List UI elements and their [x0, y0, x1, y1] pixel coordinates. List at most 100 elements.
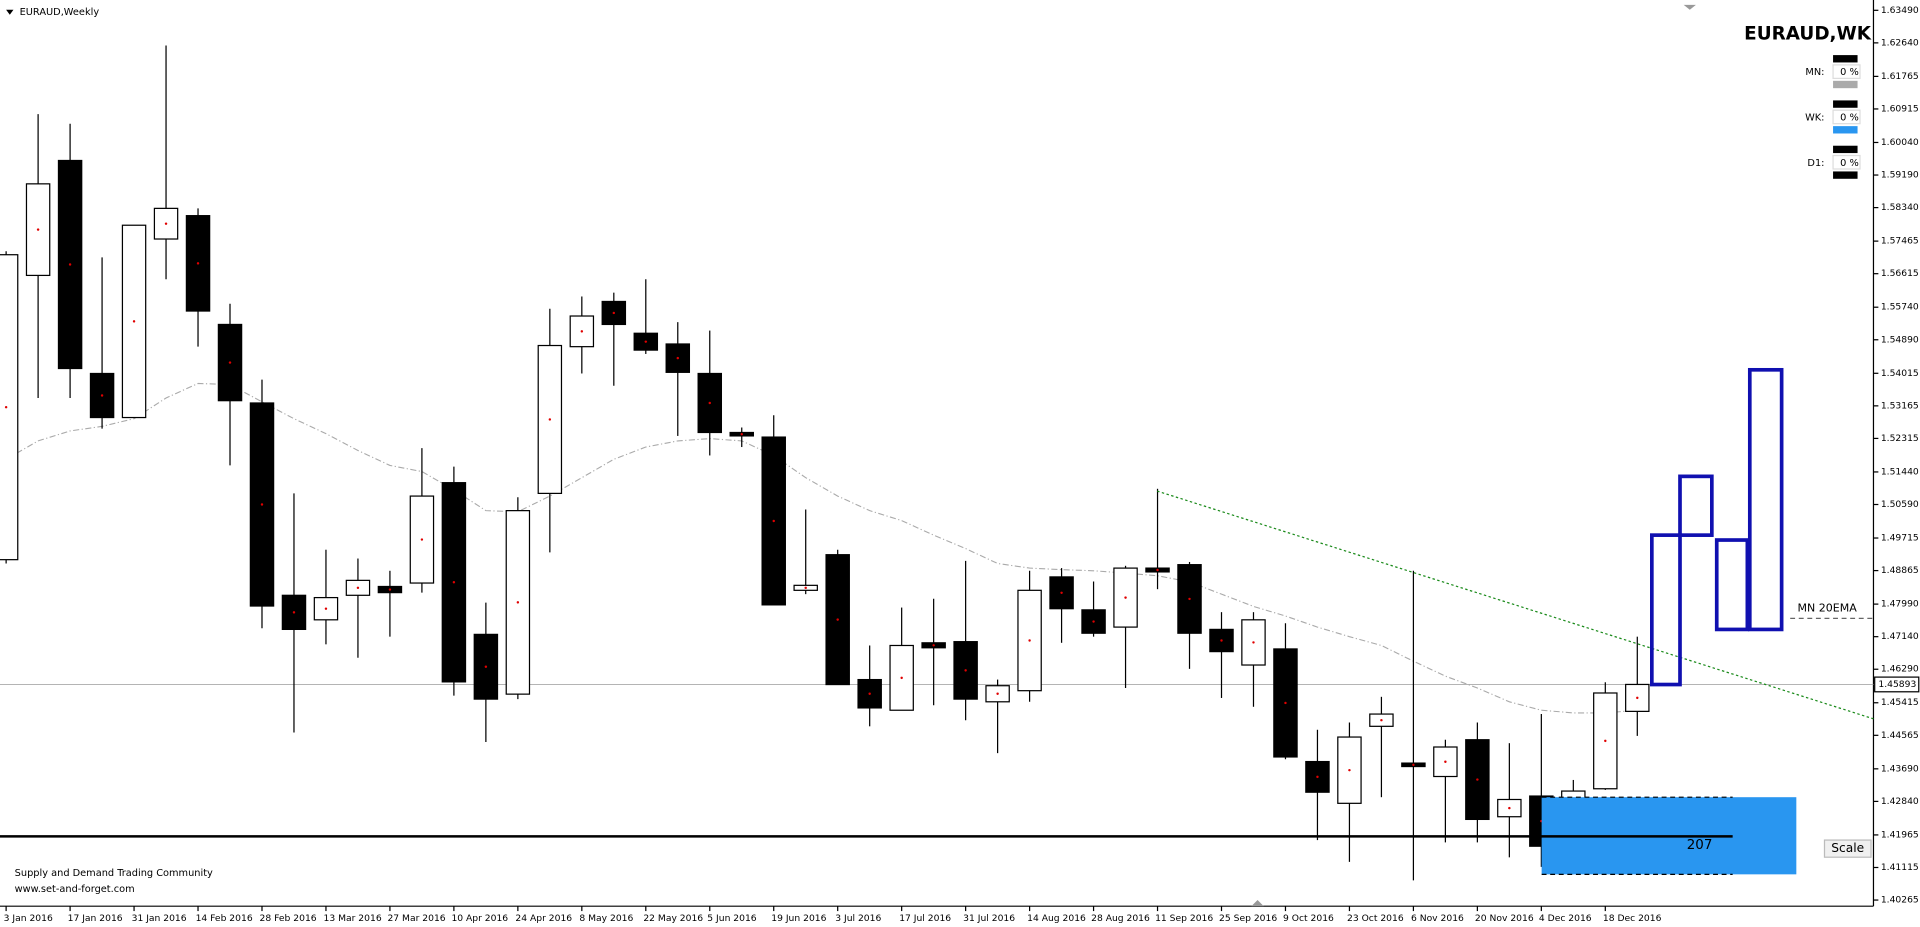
- candle: [665, 322, 691, 436]
- candle-mid: [356, 586, 360, 590]
- candle: [889, 607, 914, 711]
- candle-mid: [1220, 639, 1223, 642]
- x-tick-label: 28 Aug 2016: [1091, 913, 1150, 924]
- panel-bar: [1833, 80, 1858, 89]
- y-tick-label: 1.61765: [1881, 71, 1919, 82]
- x-tick-label: 11 Sep 2016: [1155, 913, 1213, 924]
- candle-mid: [676, 356, 680, 360]
- candle-mid: [292, 611, 296, 614]
- x-tick-label: 31 Jan 2016: [132, 913, 187, 924]
- candle-mid: [1636, 696, 1639, 700]
- candle-mid: [100, 394, 104, 397]
- candle-mid: [1028, 639, 1031, 642]
- x-tick-label: 23 Oct 2016: [1347, 913, 1404, 924]
- candle: [153, 45, 179, 280]
- y-tick-label: 1.48865: [1881, 565, 1919, 576]
- candle-mid: [580, 330, 584, 333]
- panel-label: MN:: [1805, 67, 1824, 78]
- candle: [1273, 623, 1298, 760]
- candle-mid: [420, 538, 424, 541]
- panel-bar: [1833, 55, 1858, 63]
- y-tick-label: 1.44565: [1881, 730, 1919, 741]
- candle-mid: [260, 503, 264, 506]
- candle: [249, 379, 275, 629]
- x-tick-label: 6 Nov 2016: [1411, 913, 1464, 924]
- watermark: www.set-and-forget.com: [15, 884, 135, 895]
- x-tick-label: 5 Jun 2016: [707, 913, 757, 924]
- candle-mid: [996, 692, 999, 695]
- panel-bar: [1833, 100, 1858, 108]
- scale-button-frame[interactable]: [1823, 839, 1872, 858]
- candle: [1433, 739, 1458, 843]
- candle: [1369, 696, 1394, 798]
- panel-cell: [1832, 154, 1861, 170]
- x-tick-label: 10 Apr 2016: [451, 913, 508, 924]
- candle: [1049, 568, 1074, 643]
- candle: [313, 549, 339, 645]
- y-tick-label: 1.59190: [1881, 170, 1919, 181]
- x-tick-label: 18 Dec 2016: [1603, 913, 1662, 924]
- y-tick-label: 1.45415: [1881, 697, 1919, 708]
- candle: [601, 292, 627, 386]
- candle: [409, 448, 435, 593]
- y-tick-label: 1.56615: [1881, 268, 1919, 279]
- x-tick-label: 17 Jul 2016: [899, 913, 951, 924]
- candle-mid: [1412, 763, 1415, 767]
- candle: [25, 114, 51, 399]
- candle-mid: [36, 228, 40, 231]
- panel-value: 0 %: [1840, 158, 1859, 169]
- candle: [1209, 612, 1234, 698]
- candle-mid: [804, 586, 807, 590]
- candle-body: [0, 254, 19, 561]
- panel-value: 0 %: [1840, 113, 1859, 124]
- scale-button-label[interactable]: Scale: [1831, 841, 1864, 855]
- x-tick-label: 31 Jul 2016: [963, 913, 1015, 924]
- candle: [985, 679, 1010, 754]
- y-tick-label: 1.55740: [1881, 302, 1919, 313]
- candle: [1497, 743, 1522, 858]
- y-tick-label: 1.54890: [1881, 334, 1919, 345]
- candle-mid: [868, 692, 871, 695]
- projection-box: [1747, 367, 1784, 632]
- y-tick-label: 1.51440: [1881, 466, 1919, 477]
- candle: [1017, 570, 1042, 702]
- x-tick-label: 14 Feb 2016: [196, 913, 253, 924]
- current-price-box: [1874, 676, 1920, 693]
- candle: [633, 279, 659, 354]
- candle: [1081, 581, 1106, 637]
- candle-mid: [196, 262, 200, 265]
- y-tick-label: 1.52315: [1881, 433, 1919, 444]
- panel-label: WK:: [1805, 113, 1824, 124]
- y-tick-label: 1.60040: [1881, 137, 1919, 148]
- candle-mid: [1348, 768, 1351, 772]
- y-tick-label: 1.60915: [1881, 103, 1919, 114]
- panel-bar: [1833, 126, 1858, 134]
- candle: [473, 602, 499, 743]
- candle-mid: [772, 519, 775, 523]
- x-tick-label: 22 May 2016: [643, 913, 703, 924]
- candle: [1145, 488, 1170, 590]
- candle: [281, 493, 307, 733]
- candle: [0, 251, 19, 564]
- candle-mid: [324, 607, 328, 610]
- candle-mid: [644, 340, 648, 343]
- candle-mid: [516, 601, 520, 604]
- mn-ema-label: MN 20EMA: [1798, 602, 1858, 615]
- candle-mid: [1124, 596, 1127, 599]
- candle-mid: [1508, 806, 1511, 810]
- candle-mid: [932, 644, 935, 647]
- candle: [1625, 636, 1650, 736]
- candle: [761, 415, 786, 606]
- candle: [441, 466, 467, 696]
- plot-layer: [0, 45, 1874, 881]
- panel-rows: MN: 0 % WK: 0 % D1: 0 %: [1805, 55, 1861, 179]
- x-tick-label: 4 Dec 2016: [1539, 913, 1592, 924]
- y-tick-label: 1.49715: [1881, 533, 1919, 544]
- y-tick-label: 1.57465: [1881, 236, 1919, 247]
- y-tick-label: 1.43690: [1881, 763, 1919, 774]
- panel-bar: [1833, 171, 1858, 179]
- projection-box: [1650, 533, 1682, 687]
- ema-line: [5, 382, 1638, 714]
- scale-button[interactable]: Scale: [1823, 839, 1872, 858]
